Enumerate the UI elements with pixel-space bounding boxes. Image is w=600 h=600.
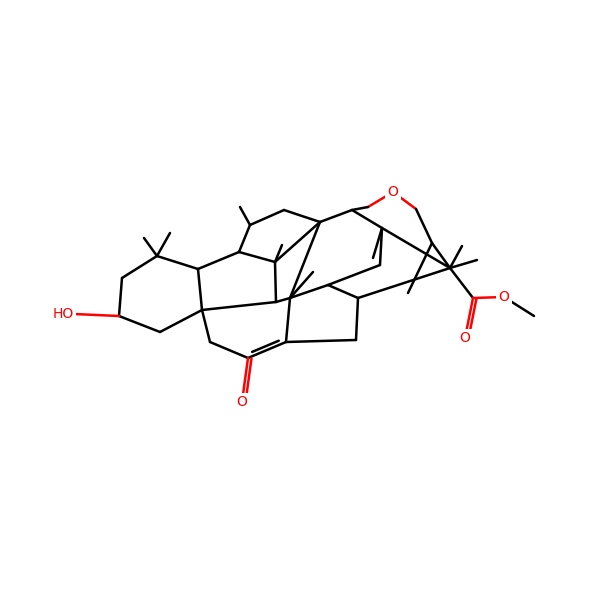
Text: O: O [499,290,509,304]
Text: HO: HO [53,307,74,321]
Text: O: O [460,331,470,345]
Text: O: O [236,395,247,409]
Text: O: O [388,185,398,199]
